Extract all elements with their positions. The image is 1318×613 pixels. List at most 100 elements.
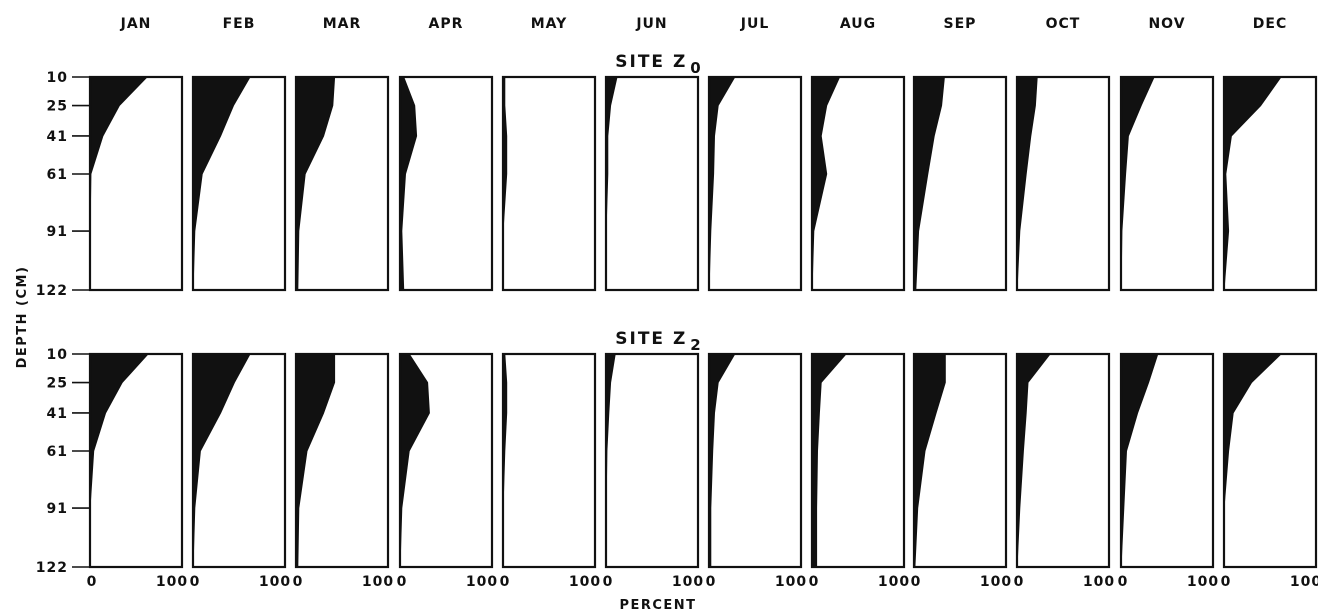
depth-tick-label: 41 <box>47 129 68 145</box>
panel-frame-apr <box>398 352 494 569</box>
month-labels: JAN FEB MAR APR MAY JUN JUL AUG SEP OCT NOV DEC <box>120 16 1287 32</box>
profile-area-jun <box>605 353 616 568</box>
profile-area-nov <box>1120 76 1155 291</box>
profile-area-jan <box>89 353 149 568</box>
profile-area-sep <box>913 353 946 568</box>
month-label-jun: JUN <box>635 16 667 32</box>
panel-frame-sep <box>912 352 1008 569</box>
panel-frame-jun <box>604 352 700 569</box>
profile-area-apr <box>399 353 430 568</box>
profile-area-oct <box>1016 353 1051 568</box>
profile-area-jul <box>708 76 736 291</box>
profile-area-dec <box>1223 353 1282 568</box>
month-label-mar: MAR <box>323 16 362 32</box>
x-tick-label-0: 0 <box>1118 574 1129 590</box>
panel-frame-jan <box>88 352 184 569</box>
x-tick-label-0: 0 <box>603 574 614 590</box>
profile-area-feb <box>192 76 251 291</box>
profile-area-dec <box>1223 76 1282 291</box>
x-tick-label-100: 100 <box>980 574 1012 590</box>
x-tick-label-0: 0 <box>706 574 717 590</box>
x-tick-label-100: 100 <box>1290 574 1318 590</box>
month-label-jul: JUL <box>740 16 770 32</box>
month-label-sep: SEP <box>944 16 977 32</box>
panel-frame-dec <box>1222 75 1318 292</box>
panel-frame-apr <box>398 75 494 292</box>
depth-tick-label: 122 <box>36 283 68 299</box>
depth-tick-label: 10 <box>47 347 68 363</box>
site-panel-row: SITE Z 0 10 25 41 61 91 122 <box>36 52 1318 299</box>
panel-frame-aug <box>810 352 906 569</box>
panel-frame-aug <box>810 75 906 292</box>
profile-area-apr <box>399 76 418 291</box>
x-tick-label-0: 0 <box>190 574 201 590</box>
depth-tick-label: 41 <box>47 406 68 422</box>
depth-tick-label: 91 <box>47 224 68 240</box>
profile-area-jan <box>89 76 148 291</box>
profile-area-jun <box>605 76 618 291</box>
x-tick-label-100: 100 <box>1187 574 1219 590</box>
panel-frame-mar <box>294 75 390 292</box>
profile-area-sep <box>913 76 945 291</box>
profile-area-nov <box>1120 353 1159 568</box>
panel-frame-may <box>501 352 597 569</box>
month-label-may: MAY <box>531 16 568 32</box>
panel-frame-mar <box>294 352 390 569</box>
panel-frame-sep <box>912 75 1008 292</box>
x-tick-label-100: 100 <box>259 574 291 590</box>
x-tick-label-100: 100 <box>672 574 704 590</box>
panel-frame-nov <box>1119 352 1215 569</box>
month-label-feb: FEB <box>223 16 256 32</box>
depth-tick-label: 91 <box>47 501 68 517</box>
profile-area-oct <box>1016 76 1038 291</box>
panel-frame-oct <box>1015 352 1111 569</box>
profile-area-jul <box>708 353 736 568</box>
depth-tick-label: 61 <box>47 444 68 460</box>
x-axis-title: PERCENT <box>619 598 696 613</box>
profile-area-feb <box>192 353 251 568</box>
x-tick-label-0: 0 <box>1221 574 1232 590</box>
month-label-dec: DEC <box>1253 16 1287 32</box>
x-tick-label-100: 100 <box>775 574 807 590</box>
profile-area-aug <box>811 76 841 291</box>
panel-frame-oct <box>1015 75 1111 292</box>
x-tick-label-100: 100 <box>569 574 601 590</box>
profile-area-mar <box>295 76 336 291</box>
panel-frame-jul <box>707 75 803 292</box>
site-panel-row: SITE Z 2 10 25 41 61 91 122 <box>36 329 1318 576</box>
depth-tick-label: 10 <box>47 70 68 86</box>
month-label-aug: AUG <box>840 16 876 32</box>
panel-frame-jun <box>604 75 700 292</box>
month-label-nov: NOV <box>1148 16 1185 32</box>
x-tick-label-0: 0 <box>1014 574 1025 590</box>
profile-area-mar <box>295 353 336 568</box>
x-tick-label-100: 100 <box>156 574 188 590</box>
x-tick-label-0: 0 <box>293 574 304 590</box>
month-label-oct: OCT <box>1046 16 1081 32</box>
panel-frame-jul <box>707 352 803 569</box>
panel-frame-feb <box>191 352 287 569</box>
panel-frame-nov <box>1119 75 1215 292</box>
depth-tick-label: 61 <box>47 167 68 183</box>
x-tick-label-100: 100 <box>466 574 498 590</box>
month-label-apr: APR <box>429 16 464 32</box>
x-tick-label-0: 0 <box>809 574 820 590</box>
x-tick-label-0: 0 <box>911 574 922 590</box>
depth-tick-label: 25 <box>47 99 68 115</box>
x-tick-label-100: 100 <box>878 574 910 590</box>
depth-tick-label: 25 <box>47 376 68 392</box>
panel-frame-jan <box>88 75 184 292</box>
x-tick-label-0: 0 <box>87 574 98 590</box>
y-axis-title: DEPTH (CM) <box>15 266 30 369</box>
panel-frame-feb <box>191 75 287 292</box>
panel-frame-dec <box>1222 352 1318 569</box>
x-tick-label-100: 100 <box>362 574 394 590</box>
x-tick-label-0: 0 <box>500 574 511 590</box>
month-label-jan: JAN <box>120 16 152 32</box>
depth-tick-label: 122 <box>36 560 68 576</box>
x-tick-label-100: 100 <box>1083 574 1115 590</box>
site-panels: SITE Z 0 10 25 41 61 91 122 SITE Z 2 10 25 41 61 91 122 <box>36 52 1318 576</box>
